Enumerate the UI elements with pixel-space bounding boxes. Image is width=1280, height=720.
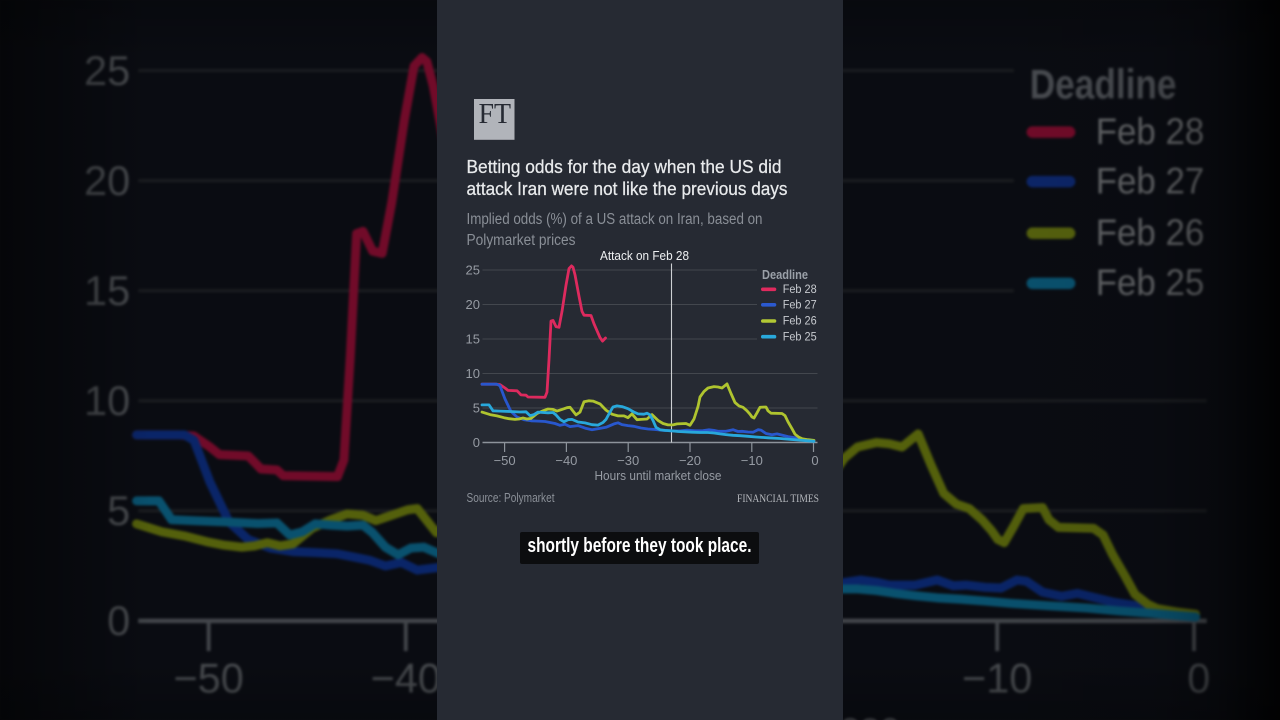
svg-text:Polymarket prices: Polymarket prices bbox=[467, 232, 576, 249]
svg-text:shortly before they took place: shortly before they took place. bbox=[528, 535, 752, 557]
svg-text:FINANCIAL TIMES: FINANCIAL TIMES bbox=[737, 493, 819, 505]
svg-text:Implied odds (%) of a US attac: Implied odds (%) of a US attack on Iran,… bbox=[467, 211, 763, 228]
svg-text:attack Iran were not like the: attack Iran were not like the previous d… bbox=[467, 178, 788, 199]
svg-text:FT: FT bbox=[479, 99, 512, 130]
svg-text:Source: Polymarket: Source: Polymarket bbox=[467, 491, 555, 505]
svg-text:Betting odds for the day when: Betting odds for the day when the US did bbox=[467, 156, 782, 177]
